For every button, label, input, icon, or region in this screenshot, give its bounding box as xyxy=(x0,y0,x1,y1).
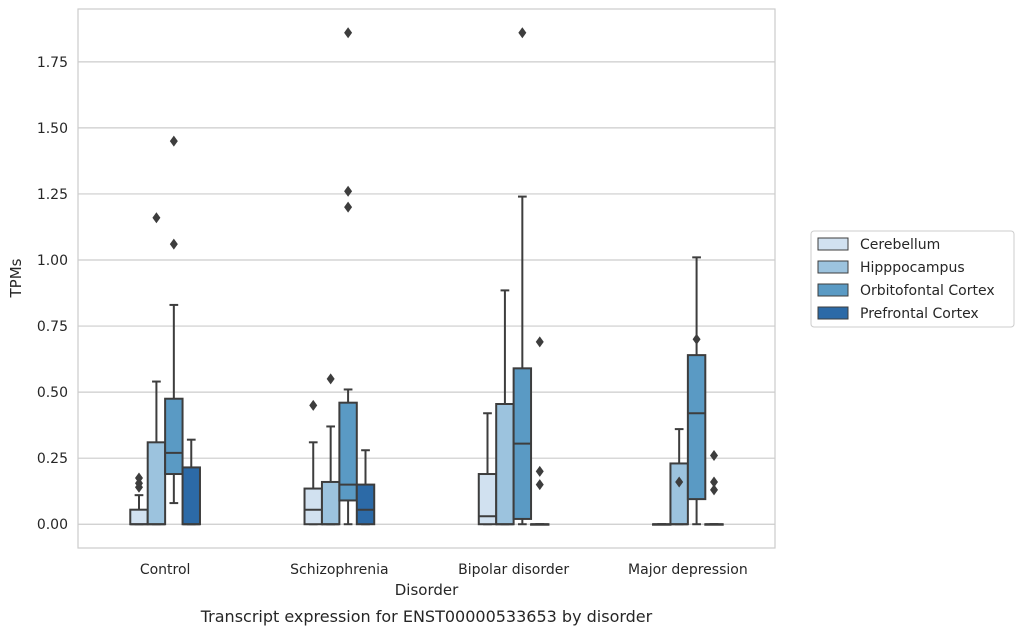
outlier-point xyxy=(152,212,161,224)
x-tick-label: Control xyxy=(140,562,191,578)
outlier-point xyxy=(710,484,719,496)
outlier-point xyxy=(344,27,353,39)
y-tick-label: 0.50 xyxy=(37,385,68,401)
box xyxy=(320,373,341,526)
legend-item: Prefrontal Cortex xyxy=(817,306,979,322)
y-tick-label: 0.00 xyxy=(37,517,68,533)
box xyxy=(338,27,358,526)
x-tick-label: Schizophrenia xyxy=(290,562,388,578)
legend-label: Cerebellum xyxy=(860,237,940,253)
box-body xyxy=(669,462,689,526)
y-axis-ticks: 0.00 0.25 0.50 0.75 1.00 1.25 1.50 1.75 xyxy=(37,55,68,533)
box xyxy=(146,212,167,526)
legend-item: Orbitofontal Cortex xyxy=(817,283,995,299)
box xyxy=(477,412,498,526)
x-tick-label: Bipolar disorder xyxy=(458,562,569,578)
box-group xyxy=(129,135,201,526)
box xyxy=(303,399,323,526)
outlier-point xyxy=(535,479,544,491)
box-body xyxy=(495,403,515,526)
box-body xyxy=(164,397,184,476)
legend-swatch xyxy=(817,237,849,251)
outlier-point xyxy=(309,399,318,411)
box-body xyxy=(338,401,358,502)
box xyxy=(704,450,724,526)
y-tick-label: 1.00 xyxy=(37,253,68,269)
outlier-point xyxy=(344,201,353,213)
box-group xyxy=(303,27,376,526)
outlier-point xyxy=(518,27,527,39)
box xyxy=(530,336,550,526)
box-body xyxy=(303,487,323,526)
legend: Cerebellum Hipppocampus Orbitofontal Corte… xyxy=(810,230,1015,328)
legend-label: Hipppocampus xyxy=(860,260,965,276)
y-tick-label: 1.25 xyxy=(37,187,68,203)
box xyxy=(129,472,149,526)
y-tick-label: 0.75 xyxy=(37,319,68,335)
box-body xyxy=(129,508,149,526)
outlier-point xyxy=(535,336,544,348)
outlier-point xyxy=(169,238,178,250)
box xyxy=(495,289,515,526)
outlier-point xyxy=(134,472,143,484)
box-body xyxy=(355,483,376,526)
legend-item: Cerebellum xyxy=(817,237,940,253)
outlier-point xyxy=(169,135,178,147)
box-body xyxy=(181,466,201,526)
legend-label: Prefrontal Cortex xyxy=(860,306,979,322)
plot-frame xyxy=(77,8,776,549)
box xyxy=(512,27,533,526)
box-body xyxy=(146,441,167,526)
box xyxy=(164,135,184,505)
outlier-point xyxy=(326,373,335,385)
y-tick-label: 1.75 xyxy=(37,55,68,71)
y-axis-label: TPMs xyxy=(7,258,25,298)
outlier-point xyxy=(692,333,701,345)
outlier-point xyxy=(344,185,353,197)
y-tick-label: 0.25 xyxy=(37,451,68,467)
chart-caption: Transcript expression for ENST0000053365… xyxy=(200,607,653,626)
x-axis-label: Disorder xyxy=(395,581,459,599)
x-tick-label: Major depression xyxy=(628,562,748,578)
box xyxy=(355,449,376,526)
legend-swatch xyxy=(817,306,849,320)
box xyxy=(181,438,201,526)
outlier-point xyxy=(535,465,544,477)
y-tick-label: 1.50 xyxy=(37,121,68,137)
box-group xyxy=(477,27,550,526)
gridlines xyxy=(78,61,775,525)
outlier-point xyxy=(675,476,684,488)
box-body xyxy=(320,480,341,526)
box xyxy=(686,256,707,526)
outlier-point xyxy=(710,476,719,488)
legend-swatch xyxy=(817,283,849,297)
legend-swatch xyxy=(817,260,849,274)
x-axis-ticks: Control Schizophrenia Bipolar disorder Majo… xyxy=(140,562,748,578)
box xyxy=(669,428,689,526)
box-group xyxy=(652,256,724,526)
legend-label: Orbitofontal Cortex xyxy=(860,283,995,299)
box-groups xyxy=(129,27,724,526)
outlier-point xyxy=(710,450,719,462)
legend-item: Hipppocampus xyxy=(817,260,965,276)
box-body xyxy=(686,354,707,501)
legend-frame xyxy=(810,230,1015,328)
box xyxy=(652,523,672,526)
